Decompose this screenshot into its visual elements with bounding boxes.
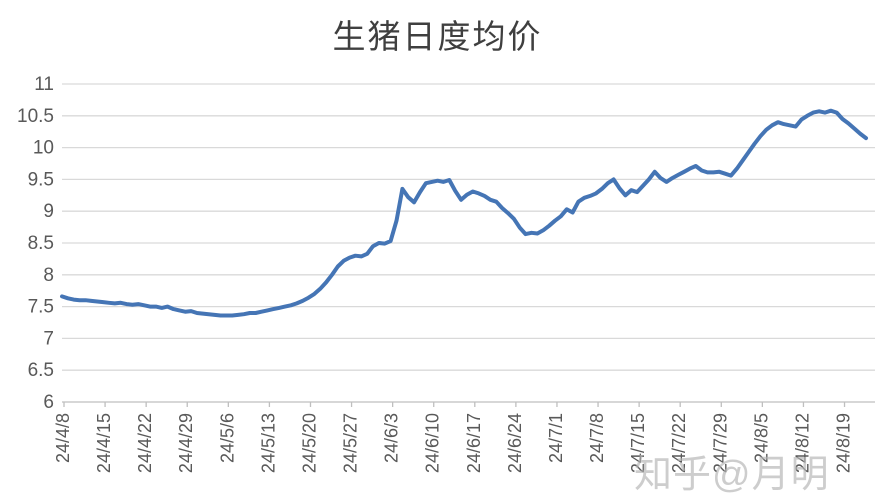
- x-tick-label: 24/6/10: [423, 413, 443, 473]
- x-tick-label: 24/7/29: [710, 413, 730, 473]
- y-tick-label: 9: [43, 201, 54, 222]
- price-line: [60, 108, 868, 318]
- y-tick-label: 8.5: [28, 233, 54, 254]
- x-tick-label: 24/7/15: [628, 413, 648, 473]
- x-tick-label: 24/7/8: [587, 413, 607, 463]
- x-tick-label: 24/8/19: [834, 413, 854, 473]
- x-tick-label: 24/6/24: [505, 413, 525, 473]
- x-tick-label: 24/5/6: [217, 413, 237, 463]
- x-tick-label: 24/4/15: [94, 413, 114, 473]
- y-tick-label: 10: [33, 138, 54, 159]
- x-tick-label: 24/6/17: [464, 413, 484, 473]
- x-tick-label: 24/7/1: [546, 413, 566, 463]
- watermark: 知乎@月明: [634, 454, 830, 496]
- chart-title: 生猪日度均价: [332, 20, 543, 56]
- x-tick-label: 24/8/5: [751, 413, 771, 463]
- y-tick-label: 6.5: [28, 360, 54, 381]
- x-tick-label: 24/5/20: [299, 413, 319, 473]
- x-tick-label: 24/6/3: [382, 413, 402, 463]
- y-tick-label: 10.5: [17, 106, 54, 127]
- y-tick-label: 7: [43, 328, 54, 349]
- y-tick-label: 11: [34, 74, 54, 95]
- y-tick-label: 7.5: [28, 297, 54, 318]
- y-tick-label: 8: [43, 265, 54, 286]
- y-tick-label: 9.5: [28, 169, 54, 190]
- x-tick-label: 24/7/22: [669, 413, 689, 473]
- x-tick-label: 24/4/8: [53, 413, 73, 463]
- x-tick-label: 24/5/27: [341, 413, 361, 473]
- x-tick-label: 24/8/12: [792, 413, 812, 473]
- x-tick-label: 24/4/22: [135, 413, 155, 473]
- y-tick-label: 6: [43, 392, 54, 413]
- x-tick-label: 24/4/29: [176, 413, 196, 473]
- x-tick-label: 24/5/13: [258, 413, 278, 473]
